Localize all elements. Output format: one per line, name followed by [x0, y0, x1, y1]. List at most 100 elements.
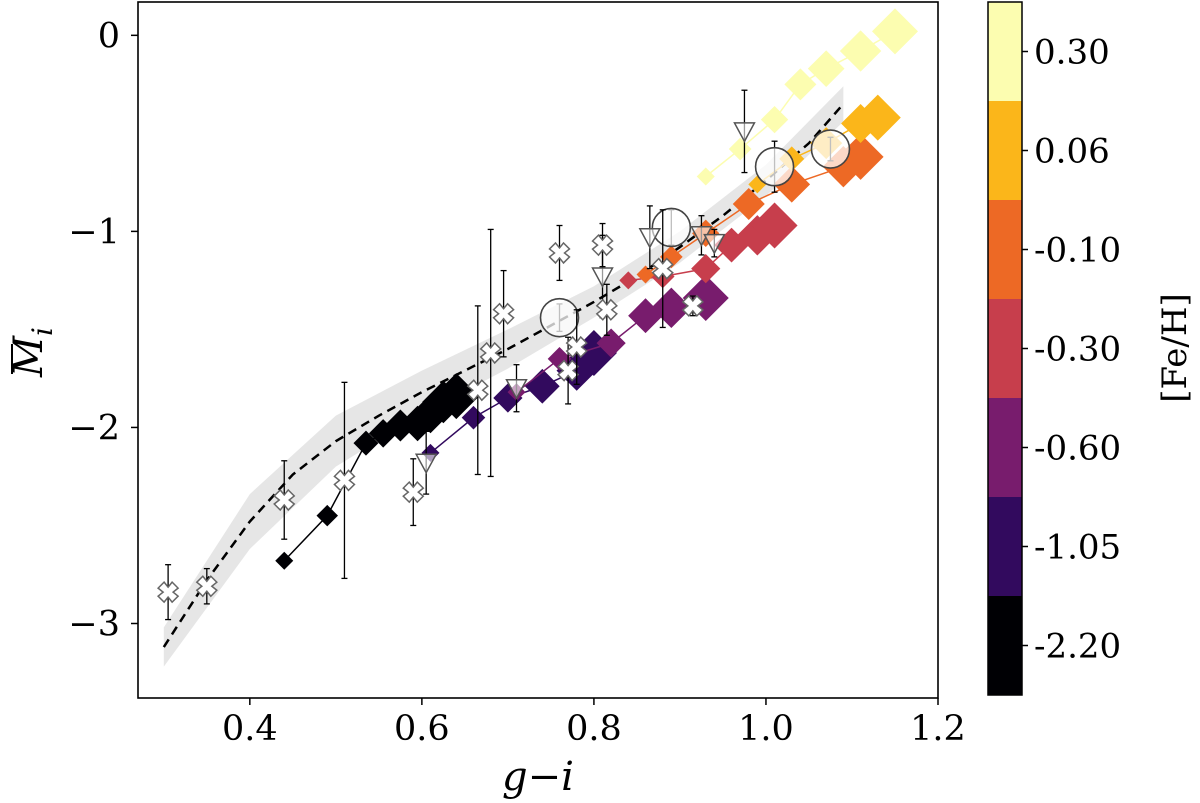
obs-circle	[651, 207, 692, 248]
cross-marker	[556, 359, 580, 382]
colorbar-tick-label: 0.06	[1034, 132, 1110, 172]
diamond-point	[691, 254, 721, 284]
obs-triangle	[505, 364, 528, 413]
series--0.10	[636, 133, 884, 284]
colorbar-segment	[988, 101, 1022, 201]
diamond-point	[353, 430, 379, 456]
circle-marker	[539, 297, 580, 338]
x-tick-label: 0.4	[222, 709, 278, 749]
colorbar-segment	[988, 2, 1022, 102]
triangle-marker	[505, 378, 528, 400]
colorbar-segment	[988, 497, 1022, 597]
diamond-point	[871, 8, 918, 55]
cross-marker	[195, 575, 218, 598]
cross-marker	[156, 581, 180, 604]
cross-marker	[651, 257, 674, 280]
obs-cross	[273, 460, 296, 540]
x-tick-label: 1.2	[910, 709, 966, 749]
plot-area	[156, 8, 918, 667]
colorbar-segment	[988, 200, 1022, 300]
diamond-point	[316, 504, 338, 527]
diamond-point	[751, 202, 798, 249]
diamond-point	[839, 30, 882, 72]
colorbar-segment	[988, 596, 1022, 696]
fit-band	[163, 86, 844, 667]
obs-triangle	[414, 430, 438, 495]
diamond-point	[784, 68, 817, 101]
cross-marker	[402, 481, 425, 504]
cross-marker	[333, 469, 356, 492]
obs-circle	[810, 129, 851, 169]
circle-marker	[754, 146, 795, 187]
x-tick-label: 0.8	[566, 709, 622, 749]
obs-cross	[156, 564, 180, 621]
colorbar-tick-label: -2.20	[1034, 627, 1121, 667]
diamond-point	[728, 137, 752, 161]
cross-marker	[466, 379, 489, 402]
triangle-marker	[703, 233, 726, 255]
diamond-point	[433, 373, 480, 420]
colorbar-tick-label: -0.60	[1034, 429, 1121, 469]
triangle-marker	[638, 228, 662, 249]
obs-cross	[333, 381, 356, 580]
obs-cross	[548, 224, 571, 282]
obs-cross	[681, 294, 704, 318]
y-tick-label: −2	[68, 408, 120, 448]
obs-circle	[539, 297, 580, 338]
colorbar-segment	[988, 398, 1022, 498]
colorbar-tick-label: -0.30	[1034, 330, 1121, 370]
cross-marker	[565, 335, 588, 359]
cross-marker	[681, 294, 704, 318]
y-axis-label: Mi	[6, 327, 59, 378]
diamond-point	[854, 94, 901, 141]
y-tick-label: −1	[68, 212, 120, 252]
svg-text:Mi: Mi	[6, 327, 59, 378]
obs-cross	[556, 336, 580, 405]
y-tick-label: −3	[68, 604, 120, 644]
obs-cross	[595, 283, 618, 336]
triangle-marker	[591, 267, 614, 289]
triangle-marker	[414, 453, 438, 475]
series--0.30	[619, 202, 798, 290]
colorbar-segment	[988, 299, 1022, 399]
diamond-point	[651, 287, 692, 329]
colorbar-frame	[987, 1, 1023, 696]
obs-cross	[492, 269, 515, 358]
series-0.30	[696, 8, 918, 186]
x-tick-label: 0.6	[394, 709, 450, 749]
diamond-point	[493, 383, 523, 413]
diamond-point	[807, 50, 845, 87]
diamond-point	[524, 368, 560, 404]
colorbar-tick-label: -0.10	[1034, 231, 1121, 271]
plot-frame	[137, 1, 939, 699]
cross-marker	[273, 488, 296, 512]
y-tick-label: 0	[98, 16, 120, 56]
circle-marker	[651, 207, 692, 248]
diamond-point	[822, 146, 865, 188]
obs-cross	[402, 458, 425, 527]
cross-marker	[591, 233, 614, 257]
obs-triangle	[703, 228, 726, 258]
cross-marker	[548, 241, 571, 265]
diamond-point	[732, 187, 765, 220]
diamond-point	[760, 105, 789, 134]
obs-cross	[466, 305, 489, 476]
colorbar-label: [Fe/H]	[1155, 293, 1195, 403]
obs-circle	[754, 140, 795, 193]
colorbar-tick-label: -1.05	[1034, 528, 1121, 568]
colorbar-tick-label: 0.30	[1034, 33, 1110, 73]
x-tick-label: 1.0	[738, 709, 794, 749]
cross-marker	[492, 302, 515, 325]
triangle-marker	[733, 122, 756, 143]
diamond-point	[461, 405, 486, 430]
obs-cross	[565, 309, 588, 385]
diamond-point	[596, 328, 626, 358]
obs-cross	[591, 222, 614, 268]
diamond-point	[619, 271, 638, 290]
cross-marker	[479, 341, 502, 365]
obs-cross	[479, 228, 502, 478]
circle-marker	[810, 129, 851, 169]
obs-triangle	[733, 89, 756, 174]
obs-triangle	[638, 205, 662, 270]
